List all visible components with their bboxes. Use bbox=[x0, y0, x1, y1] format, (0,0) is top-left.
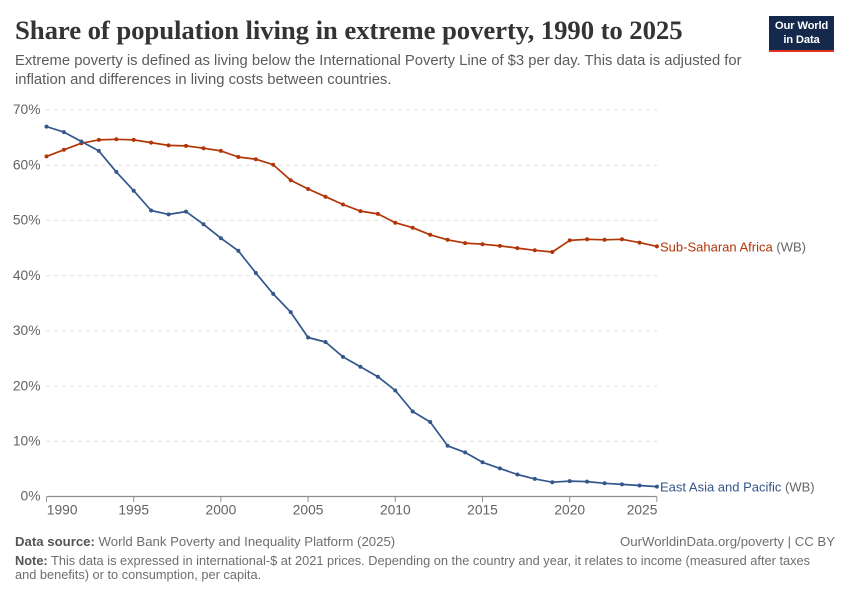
svg-text:2005: 2005 bbox=[293, 503, 324, 518]
svg-text:20%: 20% bbox=[13, 378, 41, 393]
svg-text:Sub-Saharan Africa (WB): Sub-Saharan Africa (WB) bbox=[660, 240, 806, 255]
svg-text:40%: 40% bbox=[13, 268, 41, 283]
svg-text:2010: 2010 bbox=[380, 503, 411, 518]
svg-text:1990: 1990 bbox=[47, 503, 78, 518]
svg-text:1995: 1995 bbox=[118, 503, 149, 518]
svg-text:0%: 0% bbox=[21, 489, 41, 504]
svg-text:2015: 2015 bbox=[467, 503, 498, 518]
svg-text:2020: 2020 bbox=[554, 503, 585, 518]
svg-text:10%: 10% bbox=[13, 434, 41, 449]
svg-text:2025: 2025 bbox=[627, 503, 658, 518]
svg-text:East Asia and Pacific (WB): East Asia and Pacific (WB) bbox=[660, 480, 815, 495]
svg-text:60%: 60% bbox=[13, 157, 41, 172]
svg-text:2000: 2000 bbox=[206, 503, 237, 518]
svg-text:70%: 70% bbox=[13, 102, 41, 117]
svg-text:30%: 30% bbox=[13, 323, 41, 338]
svg-text:50%: 50% bbox=[13, 213, 41, 228]
